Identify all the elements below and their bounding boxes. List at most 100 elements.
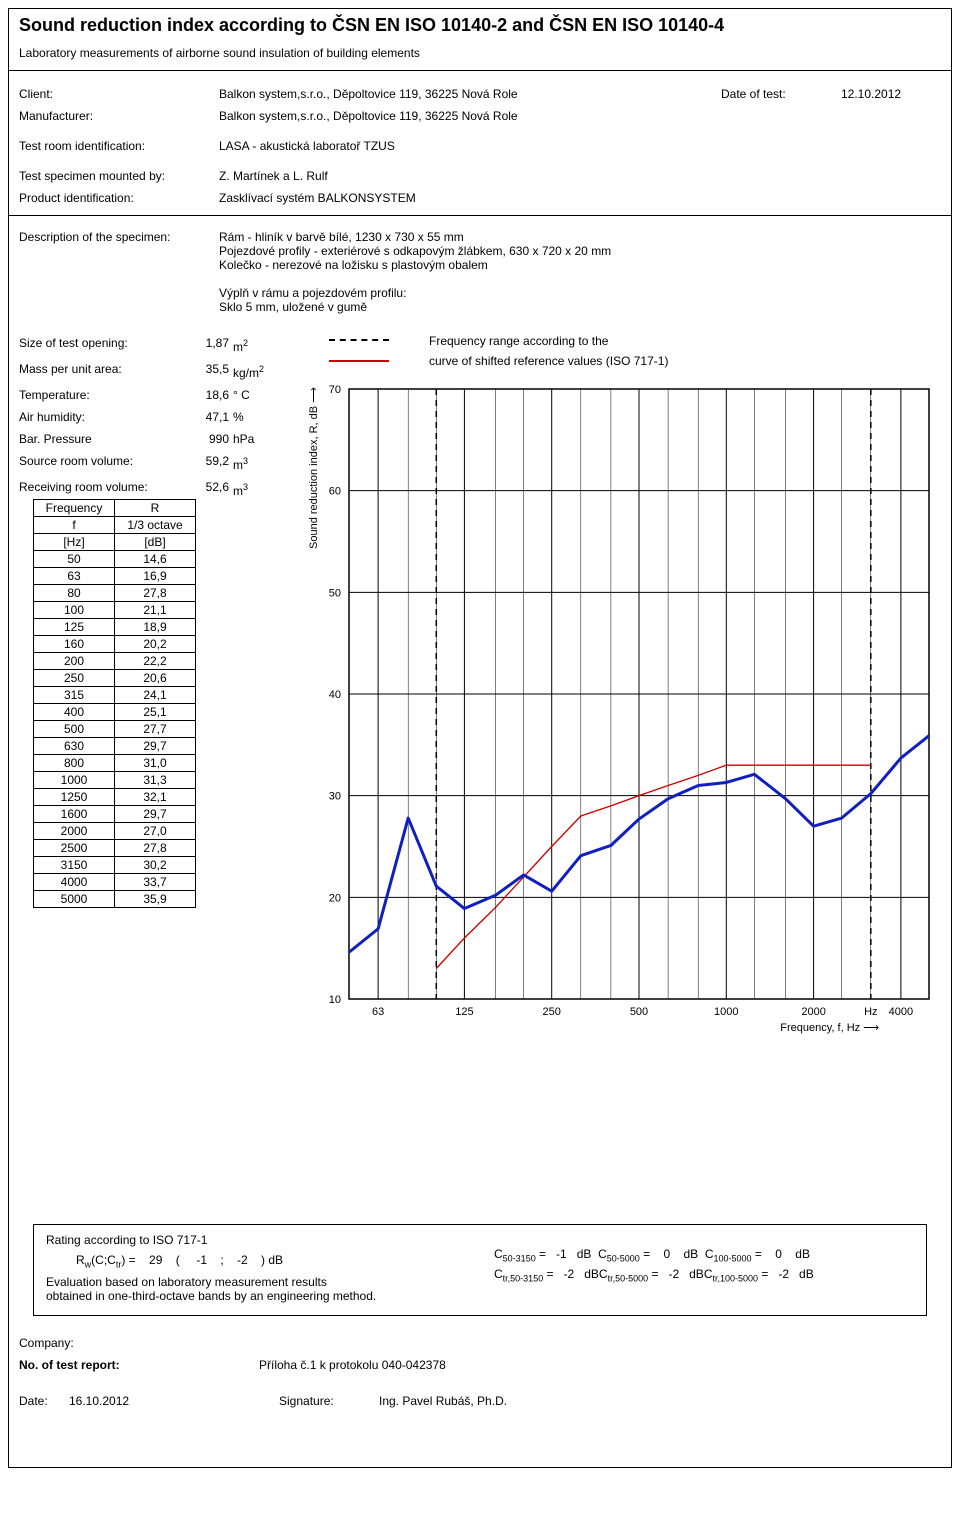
rating-eval2: obtained in one-third-octave bands by an…: [46, 1289, 494, 1303]
param-label: Mass per unit area:: [19, 360, 189, 382]
param-value: 52,6: [189, 478, 233, 500]
table-row: 250027,8: [34, 840, 196, 857]
product-label: Product identification:: [19, 189, 219, 207]
svg-text:500: 500: [630, 1006, 648, 1018]
client-label: Client:: [19, 85, 219, 103]
rating-title: Rating according to ISO 717-1: [46, 1233, 914, 1247]
cell-r: 35,9: [115, 891, 196, 908]
param-value: 35,5: [189, 360, 233, 382]
table-row: 25020,6: [34, 670, 196, 687]
table-row: 500035,9: [34, 891, 196, 908]
svg-text:2000: 2000: [801, 1006, 825, 1018]
description-text: Rám - hliník v barvě bílé, 1230 x 730 x …: [219, 230, 941, 314]
param-value: 59,2: [189, 452, 233, 474]
param-label: Receiving room volume:: [19, 478, 189, 500]
param-unit: hPa: [233, 430, 283, 448]
th: R: [115, 500, 196, 517]
cell-r: 27,8: [115, 585, 196, 602]
chart-svg: 102030405060706312525050010002000Hz4000F…: [299, 379, 939, 1059]
svg-text:250: 250: [543, 1006, 561, 1018]
cell-freq: 400: [34, 704, 115, 721]
table-row: 40025,1: [34, 704, 196, 721]
title-block: Sound reduction index according to ČSN E…: [9, 9, 951, 71]
table-row: 125032,1: [34, 789, 196, 806]
report-label: No. of test report:: [19, 1356, 159, 1374]
cell-freq: 1250: [34, 789, 115, 806]
cell-r: 29,7: [115, 806, 196, 823]
cell-r: 25,1: [115, 704, 196, 721]
param-value: 18,6: [189, 386, 233, 404]
cell-freq: 250: [34, 670, 115, 687]
cell-r: 33,7: [115, 874, 196, 891]
table-row: 10021,1: [34, 602, 196, 619]
param-unit: ° C: [233, 386, 283, 404]
svg-text:Frequency, f, Hz ⟶: Frequency, f, Hz ⟶: [780, 1022, 879, 1034]
cell-r: 31,3: [115, 772, 196, 789]
th: 1/3 octave: [115, 517, 196, 534]
cell-freq: 315: [34, 687, 115, 704]
param-unit: m3: [233, 452, 283, 474]
cell-r: 20,2: [115, 636, 196, 653]
table-row: 160029,7: [34, 806, 196, 823]
info-block: Client: Balkon system,s.r.o., Děpoltovic…: [9, 71, 951, 216]
table-row: 50027,7: [34, 721, 196, 738]
svg-text:30: 30: [329, 791, 341, 803]
cell-freq: 3150: [34, 857, 115, 874]
testroom-value: LASA - akustická laboratoř TZUS: [219, 137, 941, 155]
desc-line: Rám - hliník v barvě bílé, 1230 x 730 x …: [219, 230, 941, 244]
cell-freq: 4000: [34, 874, 115, 891]
param-label: Temperature:: [19, 386, 189, 404]
params-column: Size of test opening:1,87m2 Mass per uni…: [19, 334, 319, 504]
param-unit: m3: [233, 478, 283, 500]
legend-red-icon: [329, 360, 389, 362]
desc-line: Sklo 5 mm, uložené v gumě: [219, 300, 941, 314]
footer-date-label: Date:: [19, 1394, 69, 1408]
cell-r: 31,0: [115, 755, 196, 772]
cell-r: 32,1: [115, 789, 196, 806]
legend-dash-icon: [329, 339, 389, 343]
svg-text:Hz: Hz: [864, 1006, 877, 1018]
cell-freq: 1600: [34, 806, 115, 823]
testroom-label: Test room identification:: [19, 137, 219, 155]
cell-freq: 1000: [34, 772, 115, 789]
page-subtitle: Laboratory measurements of airborne soun…: [19, 46, 941, 60]
param-value: 990: [189, 430, 233, 448]
table-row: 31524,1: [34, 687, 196, 704]
cell-freq: 50: [34, 551, 115, 568]
cell-r: 29,7: [115, 738, 196, 755]
param-unit: %: [233, 408, 283, 426]
legend: Frequency range according to the curve o…: [329, 334, 929, 374]
th: [Hz]: [34, 534, 115, 551]
legend-dash-label: Frequency range according to the: [429, 334, 608, 348]
cell-r: 21,1: [115, 602, 196, 619]
svg-text:60: 60: [329, 486, 341, 498]
page-title: Sound reduction index according to ČSN E…: [19, 15, 941, 36]
param-unit: kg/m2: [233, 360, 283, 382]
cell-freq: 100: [34, 602, 115, 619]
cell-freq: 630: [34, 738, 115, 755]
cell-r: 18,9: [115, 619, 196, 636]
cell-r: 16,9: [115, 568, 196, 585]
svg-text:40: 40: [329, 689, 341, 701]
param-label: Source room volume:: [19, 452, 189, 474]
cell-r: 20,6: [115, 670, 196, 687]
company-label: Company:: [19, 1334, 159, 1352]
cell-r: 27,8: [115, 840, 196, 857]
table-row: 400033,7: [34, 874, 196, 891]
th: f: [34, 517, 115, 534]
param-value: 1,87: [189, 334, 233, 356]
cell-freq: 800: [34, 755, 115, 772]
product-value: Zasklívací systém BALKONSYSTEM: [219, 189, 941, 207]
svg-text:20: 20: [329, 892, 341, 904]
cell-freq: 125: [34, 619, 115, 636]
footer: Company: No. of test report: Příloha č.1…: [19, 1334, 941, 1408]
cell-r: 24,1: [115, 687, 196, 704]
param-label: Size of test opening:: [19, 334, 189, 356]
table-row: 80031,0: [34, 755, 196, 772]
mounted-value: Z. Martínek a L. Rulf: [219, 167, 941, 185]
desc-line: Pojezdové profily - exteriérové s odkapo…: [219, 244, 941, 258]
svg-text:4000: 4000: [889, 1006, 913, 1018]
svg-text:50: 50: [329, 587, 341, 599]
table-row: 16020,2: [34, 636, 196, 653]
mounted-label: Test specimen mounted by:: [19, 167, 219, 185]
